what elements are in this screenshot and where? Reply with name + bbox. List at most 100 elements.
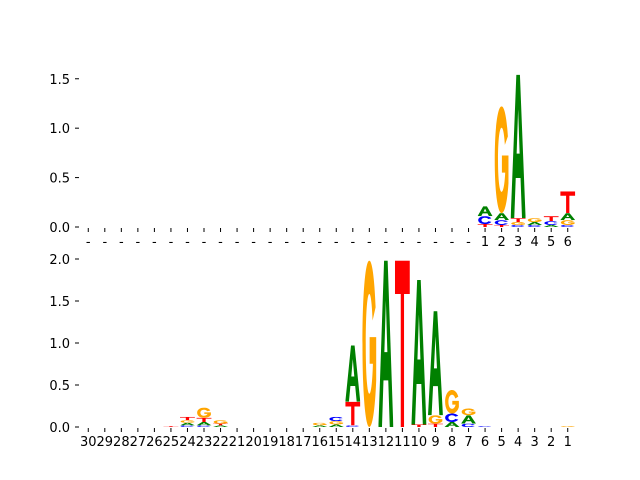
bottom-y-tick-label: 1.0 (49, 337, 70, 352)
top-y-tick-label: 0.0 (49, 221, 70, 236)
top-position-label: - (119, 235, 124, 250)
top-position-label: - (169, 235, 174, 250)
top-position-label: - (284, 235, 289, 250)
logo-letter-g (445, 390, 459, 414)
logo-letter-a (510, 74, 526, 219)
top-position-label: - (185, 235, 190, 250)
logo-letter-c (544, 221, 558, 226)
logo-letter-c (345, 425, 360, 427)
bottom-position-label: 20 (245, 435, 262, 450)
logo-letter-c (197, 425, 211, 427)
logo-letter-a (213, 425, 228, 427)
logo-letter-c (445, 413, 459, 422)
logo-letter-c (527, 225, 541, 227)
logo-letter-g (428, 415, 443, 424)
top-y-tick-label: 0.5 (49, 172, 70, 187)
bottom-position-label: 7 (464, 435, 472, 450)
logo-letter-c (461, 423, 475, 427)
logo-letter-a (527, 222, 543, 226)
logo-letter-c (494, 220, 508, 226)
logo-letter-g (197, 407, 211, 418)
logo-letter-g (362, 260, 377, 427)
bottom-position-label: 12 (378, 435, 395, 450)
bottom-y-tick-label: 2.0 (49, 253, 70, 268)
top-position-label: - (136, 235, 141, 250)
top-position-label: 2 (497, 235, 505, 250)
bottom-position-label: 17 (295, 435, 312, 450)
bottom-position-label: 8 (448, 435, 456, 450)
bottom-position-label: 25 (163, 435, 180, 450)
bottom-position-label: 15 (328, 435, 345, 450)
bottom-position-label: 13 (361, 435, 378, 450)
logo-letter-a (444, 421, 460, 427)
top-position-label: - (301, 235, 306, 250)
top-position-label: - (367, 235, 372, 250)
top-position-label: - (334, 235, 339, 250)
bottom-position-label: 3 (531, 435, 539, 450)
logo-letter-g (312, 422, 327, 426)
logo-letter-a (494, 213, 510, 221)
bottom-position-label: 19 (262, 435, 279, 450)
top-position-label: 6 (564, 235, 572, 250)
top-position-label: - (400, 235, 405, 250)
logo-letter-a (411, 280, 427, 425)
bottom-position-label: 30 (80, 435, 97, 450)
logo-letter-t (477, 224, 493, 227)
logo-letter-g (213, 420, 228, 424)
logo-letter-g (180, 420, 195, 423)
bottom-y-tick-label: 1.5 (49, 295, 70, 310)
logo-letter-t (163, 426, 179, 427)
logo-letter-a (345, 345, 361, 402)
logo-letter-a (461, 415, 476, 424)
logo-letter-t (345, 401, 361, 426)
bottom-position-label: 22 (212, 435, 229, 450)
top-position-label: 4 (531, 235, 539, 250)
top-position-label: - (350, 235, 355, 250)
bottom-y-tick-label: 0.5 (49, 379, 70, 394)
logo-letter-c (180, 425, 194, 427)
top-position-label: 1 (481, 235, 489, 250)
bottom-position-label: 6 (481, 435, 489, 450)
bottom-position-label: 26 (146, 435, 163, 450)
top-position-label: 3 (514, 235, 522, 250)
bottom-position-label: 29 (97, 435, 114, 450)
logo-letter-c (560, 225, 575, 227)
bottom-position-label: 4 (514, 435, 522, 450)
logo-letter-a (477, 206, 493, 217)
top-y-tick-label: 1.0 (49, 122, 70, 137)
bottom-position-label: 23 (196, 435, 213, 450)
logo-letter-a (328, 424, 344, 427)
top-position-label: - (450, 235, 455, 250)
bottom-position-label: 27 (130, 435, 147, 450)
logo-letter-a (196, 421, 212, 426)
bottom-position-label: 24 (179, 435, 196, 450)
logo-letter-g (329, 421, 344, 425)
logo-letter-t (180, 416, 195, 421)
logo-letter-a (428, 311, 443, 416)
top-position-label: - (317, 235, 322, 250)
logo-letter-g (560, 426, 575, 427)
logo-letter-c (478, 216, 492, 225)
logo-letter-c (511, 225, 525, 227)
top-position-label: - (268, 235, 273, 250)
logo-letter-g (461, 408, 476, 416)
logo-letter-t (494, 225, 510, 227)
logo-letter-t (510, 218, 526, 223)
logo-letter-t (196, 417, 212, 422)
logo-letter-g (511, 222, 526, 226)
top-position-label: - (433, 235, 438, 250)
top-position-label: - (218, 235, 223, 250)
logo-letter-t (213, 423, 228, 426)
logo-letter-g (494, 106, 509, 214)
logo-letter-a (312, 425, 328, 427)
top-position-label: - (417, 235, 422, 250)
top-position-label: 5 (547, 235, 555, 250)
bottom-position-label: 9 (431, 435, 439, 450)
bottom-position-label: 21 (229, 435, 246, 450)
logo-letter-t (543, 216, 559, 222)
logo-letter-t (560, 191, 576, 214)
bottom-position-label: 10 (411, 435, 428, 450)
logo-letter-g (560, 220, 575, 226)
top-logo-panel: 0.00.51.01.5- - - - - - - - - - - - - - - - - - - - - - - -1 2 3 4… (49, 73, 576, 250)
